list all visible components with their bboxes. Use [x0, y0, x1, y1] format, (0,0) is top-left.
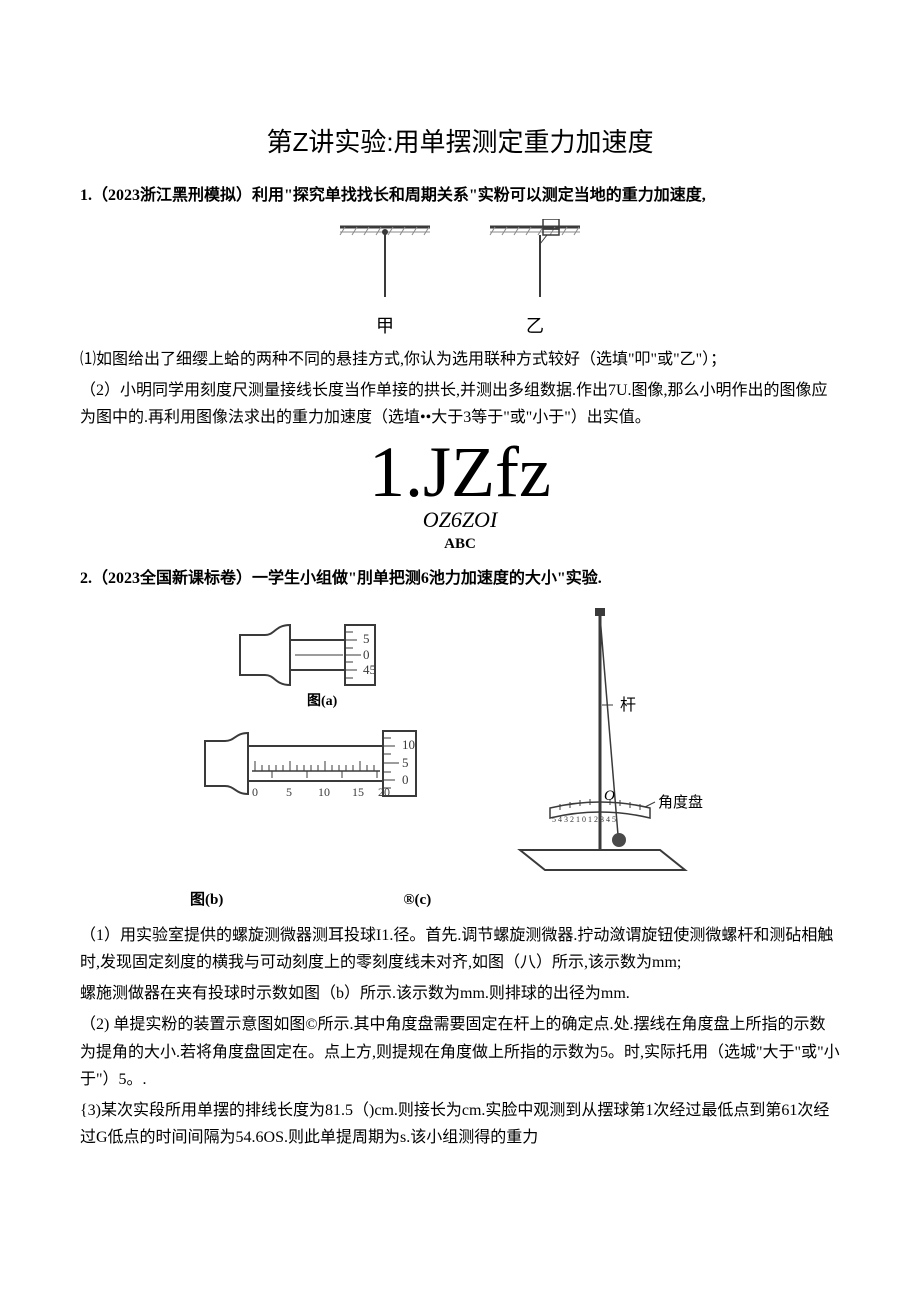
q1-big-text: 1.JZfz [80, 436, 840, 508]
fig-label-yi: 乙 [485, 311, 585, 342]
q2-part3: {3)某次实段所用单摆的排线长度为81.5（)cm.则接长为cm.实脸中观测到从… [80, 1097, 840, 1151]
q2-part1a: （1）用实验室提供的螺旋测微器测耳投球I1.径。首先.调节螺旋测微器.拧动潋谓旋… [80, 922, 840, 976]
pendulum-yi-icon [485, 219, 585, 309]
svg-text:5: 5 [286, 785, 292, 799]
caption-row: 图(b) ®(c) [190, 888, 840, 914]
q1-part2: （2）小明同学用刻度尺测量接线长度当作单接的拱长,并测出多组数据.作出7U.图像… [80, 377, 840, 431]
q1-italic-line: OZ6ZOI [80, 508, 840, 532]
svg-text:杆: 杆 [620, 696, 636, 714]
svg-text:角度盘: 角度盘 [658, 793, 703, 811]
q2-left-column: 5 0 45 图(a) [200, 600, 460, 816]
fig-b-caption: 图(b) [190, 888, 223, 914]
svg-text:5: 5 [402, 755, 409, 770]
page-title: 第Z讲实验:用单摆测定重力加速度 [80, 120, 840, 164]
q1-part1: ⑴如图给出了细缨上蛤的两种不同的悬挂方式,你认为选用联种方式较好（选填"叩"或"… [80, 346, 840, 373]
svg-text:O: O [604, 788, 615, 804]
q1-figure-row: 甲 乙 [80, 219, 840, 342]
svg-text:0: 0 [402, 772, 409, 787]
fig-a-caption: 图(a) [307, 693, 338, 709]
fig-c-caption: ®(c) [403, 888, 431, 914]
pendulum-jia-icon [335, 219, 435, 309]
q2-part2: （2) 单提实粉的装置示意图如图©所示.其中角度盘需要固定在杆上的确定点.处.摆… [80, 1011, 840, 1093]
q2-lead: 2.（2023全国新课标卷）一学生小组做"刖单把测6池力加速度的大小"实验. [80, 565, 840, 592]
q2-figure-wrap: 5 0 45 图(a) [80, 600, 840, 880]
q1-abc-label: ABC [80, 532, 840, 558]
svg-text:45: 45 [363, 662, 376, 677]
svg-text:10: 10 [318, 785, 330, 799]
svg-text:0: 0 [252, 785, 258, 799]
micrometer-b-icon: 0 5 10 15 20 10 5 0 [200, 716, 460, 816]
svg-text:5: 5 [363, 631, 370, 646]
q1-fig-jia: 甲 [335, 219, 435, 342]
q1-lead: 1.（2023浙江黑刑模拟）利用"探究单找找长和周期关系"实粉可以测定当地的重力… [80, 182, 840, 209]
svg-text:0: 0 [363, 647, 370, 662]
svg-text:5 4 3 2 1 0 1 2 3 4 5: 5 4 3 2 1 0 1 2 3 4 5 [552, 815, 616, 824]
fig-label-jia: 甲 [335, 311, 435, 342]
pendulum-apparatus-icon: 5 4 3 2 1 0 1 2 3 4 5 杆 O 角度盘 [490, 600, 720, 880]
micrometer-a-icon: 5 0 45 图(a) [235, 600, 425, 710]
q2-part1b: 螺施测做器在夹有投球时示数如图（b）所示.该示数为mm.则排球的出径为mm. [80, 980, 840, 1007]
q1-fig-yi: 乙 [485, 219, 585, 342]
svg-text:10: 10 [402, 737, 415, 752]
svg-text:15: 15 [352, 785, 364, 799]
